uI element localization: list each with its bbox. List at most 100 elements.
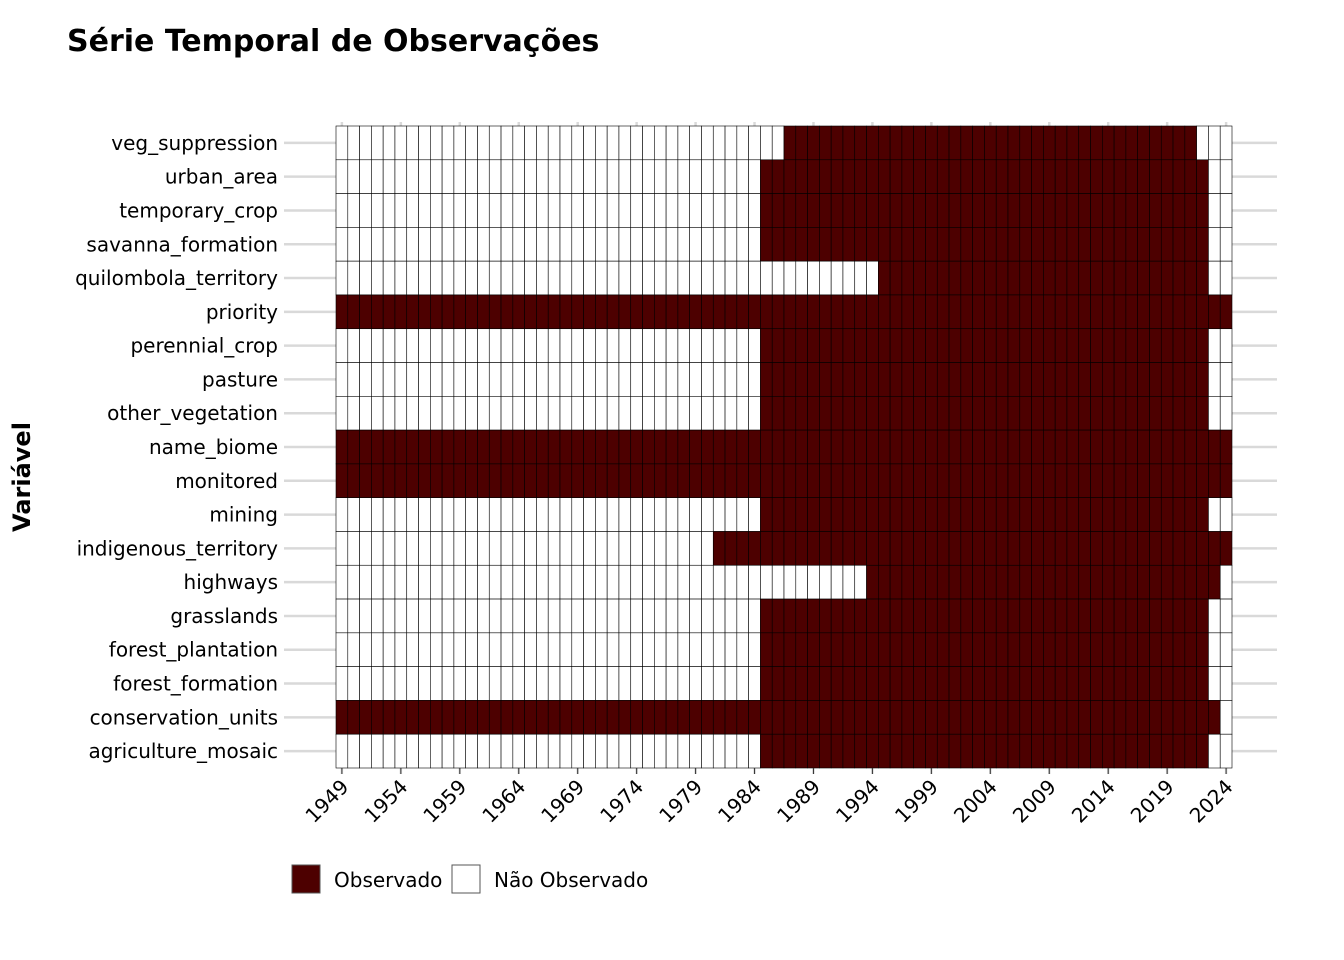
heatmap-cell <box>677 733 690 769</box>
heatmap-cell <box>477 497 490 532</box>
heatmap-cell <box>807 632 820 667</box>
heatmap-cell <box>453 531 466 566</box>
heatmap-cell <box>642 733 655 769</box>
heatmap-cell <box>724 396 738 431</box>
heatmap-cell <box>1102 497 1115 532</box>
heatmap-cell <box>1031 328 1044 363</box>
heatmap-cell <box>665 227 679 262</box>
heatmap-cell <box>1019 159 1032 194</box>
heatmap-cell <box>736 531 749 566</box>
x-tick-label: 2009 <box>1008 775 1061 828</box>
heatmap-cell <box>1066 125 1080 161</box>
heatmap-cell <box>371 429 384 465</box>
heatmap-cell <box>972 564 985 600</box>
heatmap-cell <box>1149 531 1162 566</box>
heatmap-cell <box>359 294 372 330</box>
heatmap-cell <box>1219 362 1233 397</box>
heatmap-cell <box>488 733 502 769</box>
heatmap-cell <box>559 564 573 600</box>
heatmap-cell <box>1102 598 1115 634</box>
heatmap-cell <box>689 362 702 397</box>
heatmap-cell <box>830 598 844 634</box>
heatmap-cell <box>488 328 502 363</box>
heatmap-cell <box>1149 598 1162 634</box>
heatmap-cell <box>925 227 938 262</box>
heatmap-cell <box>1160 328 1174 363</box>
heatmap-cell <box>1196 632 1209 667</box>
heatmap-cell <box>547 531 561 566</box>
heatmap-cell <box>1019 193 1032 228</box>
heatmap-cell <box>642 700 655 735</box>
heatmap-cell <box>913 666 926 701</box>
heatmap-cell <box>359 531 372 566</box>
heatmap-cell <box>1196 733 1209 769</box>
heatmap-cell <box>595 564 608 600</box>
heatmap-cell <box>972 463 985 498</box>
heatmap-cell <box>1090 497 1103 532</box>
heatmap-cell <box>1219 159 1233 194</box>
heatmap-cell <box>795 598 808 634</box>
heatmap-cell <box>995 700 1009 735</box>
heatmap-cell <box>866 328 879 363</box>
heatmap-cell <box>901 260 914 296</box>
heatmap-cell <box>1019 564 1032 600</box>
heatmap-cell <box>913 260 926 296</box>
heatmap-cell <box>677 260 690 296</box>
heatmap-cell <box>630 564 643 600</box>
heatmap-cell <box>559 632 573 667</box>
heatmap-cell <box>925 125 938 161</box>
heatmap-cell <box>642 260 655 296</box>
heatmap-cell <box>524 497 537 532</box>
heatmap-cell <box>1137 564 1150 600</box>
heatmap-cell <box>760 598 773 634</box>
heatmap-cell <box>347 125 360 161</box>
heatmap-cell <box>960 260 973 296</box>
heatmap-cell <box>712 531 726 566</box>
heatmap-cell <box>1208 531 1221 566</box>
heatmap-cell <box>465 429 478 465</box>
heatmap-cell <box>854 429 867 465</box>
heatmap-cell <box>477 531 490 566</box>
heatmap-cell <box>960 362 973 397</box>
heatmap-cell <box>571 497 584 532</box>
heatmap-cell <box>571 260 584 296</box>
heatmap-cell <box>512 396 525 431</box>
heatmap-cell <box>630 396 643 431</box>
heatmap-cell <box>371 463 384 498</box>
heatmap-cell <box>1031 125 1044 161</box>
heatmap-cell <box>583 159 596 194</box>
heatmap-cell <box>913 159 926 194</box>
heatmap-cell <box>712 598 726 634</box>
heatmap-cell <box>1078 700 1091 735</box>
heatmap-cell <box>1219 328 1233 363</box>
heatmap-cell <box>347 260 360 296</box>
heatmap-cell <box>418 125 431 161</box>
heatmap-cell <box>406 396 419 431</box>
heatmap-cell <box>500 598 514 634</box>
heatmap-cell <box>960 294 973 330</box>
heatmap-cell <box>795 294 808 330</box>
heatmap-cell <box>842 227 856 262</box>
heatmap-cell <box>889 328 903 363</box>
heatmap-cell <box>1007 159 1021 194</box>
y-tick-label: highways <box>184 570 278 594</box>
heatmap-cell <box>1054 362 1068 397</box>
heatmap-cell <box>1149 429 1162 465</box>
heatmap-cell <box>359 497 372 532</box>
heatmap-cell <box>878 294 891 330</box>
heatmap-cell <box>418 531 431 566</box>
heatmap-cell <box>524 227 537 262</box>
heatmap-cell <box>936 193 950 228</box>
heatmap-cell <box>830 125 844 161</box>
heatmap-cell <box>807 294 820 330</box>
heatmap-cell <box>712 733 726 769</box>
heatmap-cell <box>1160 733 1174 769</box>
heatmap-cell <box>984 733 997 769</box>
heatmap-cell <box>1149 328 1162 363</box>
heatmap-cell <box>736 159 749 194</box>
heatmap-cell <box>984 396 997 431</box>
heatmap-cell <box>524 463 537 498</box>
heatmap-cell <box>642 598 655 634</box>
heatmap-cell <box>1031 227 1044 262</box>
heatmap-cell <box>583 429 596 465</box>
